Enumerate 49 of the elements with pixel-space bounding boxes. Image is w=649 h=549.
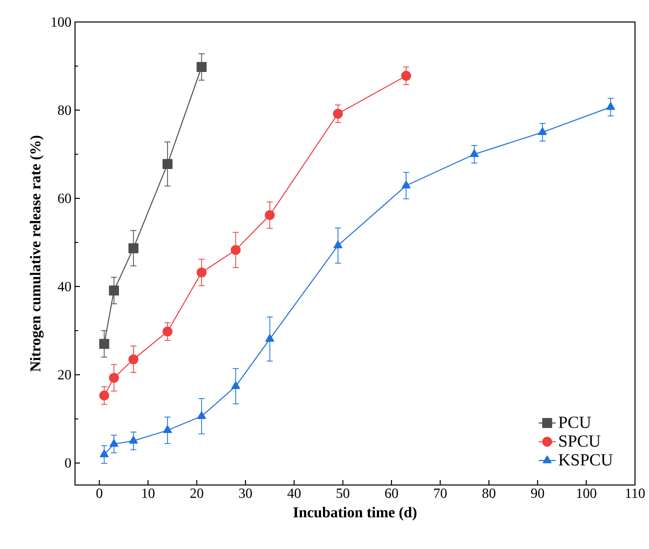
legend-label: PCU (558, 416, 591, 428)
x-tick-label: 60 (385, 488, 398, 498)
y-tick-label: 20 (58, 370, 71, 380)
point (332, 108, 343, 119)
point (100, 450, 109, 458)
point (231, 381, 240, 389)
x-tick-label: 0 (96, 488, 102, 498)
point (606, 102, 616, 110)
point (334, 240, 342, 248)
point (196, 267, 207, 278)
point (128, 354, 138, 364)
x-tick-label: 110 (626, 488, 645, 498)
y-axis-title: Nitrogen cumulative release rate (%) (30, 136, 44, 372)
point (196, 62, 207, 72)
point (162, 326, 173, 337)
y-tick-label: 100 (52, 17, 71, 27)
x-tick-label: 10 (142, 488, 155, 498)
x-tick-label: 20 (190, 488, 204, 498)
x-tick-label: 50 (336, 488, 350, 498)
x-tick-label: 70 (434, 488, 447, 498)
x-tick-label: 90 (531, 488, 544, 498)
point (99, 338, 110, 349)
point (538, 127, 547, 135)
point (162, 158, 173, 169)
point (128, 243, 138, 254)
x-tick-label: 30 (239, 488, 252, 498)
point (108, 372, 119, 383)
y-tick-label: 80 (58, 105, 71, 115)
legend-label: KSPCU (558, 454, 613, 466)
point (265, 334, 274, 342)
point (402, 180, 411, 188)
point (163, 425, 172, 434)
point (470, 149, 479, 158)
x-axis-title: Incubation time (d) (293, 506, 416, 520)
y-tick-label: 60 (58, 194, 71, 204)
point (110, 438, 118, 447)
point (264, 210, 275, 220)
point (401, 70, 412, 81)
x-tick-label: 80 (482, 488, 496, 498)
legend-label: SPCU (559, 435, 600, 447)
x-tick-label: 40 (287, 488, 301, 498)
point (108, 286, 119, 296)
point (230, 244, 241, 255)
point (197, 411, 206, 419)
y-tick-label: 0 (65, 458, 71, 468)
y-tick-label: 40 (58, 282, 71, 292)
x-tick-label: 100 (577, 488, 596, 498)
point (129, 436, 138, 444)
point (99, 390, 110, 400)
